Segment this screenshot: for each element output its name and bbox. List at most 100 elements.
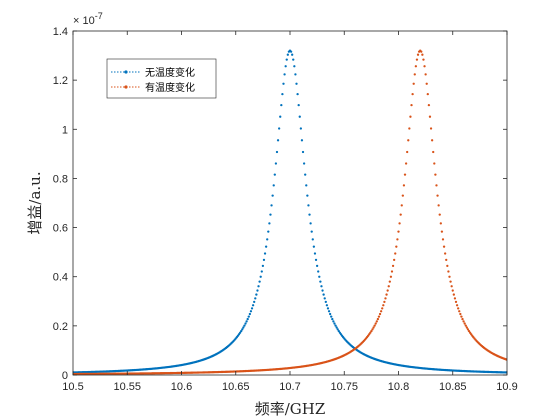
data-point xyxy=(373,324,376,327)
data-point xyxy=(246,317,249,321)
series-1 xyxy=(73,49,507,375)
data-point xyxy=(428,115,432,118)
y-axis-label: 增益/a.u. xyxy=(26,171,44,234)
data-point xyxy=(442,245,446,248)
data-point xyxy=(387,285,390,288)
data-point xyxy=(309,222,312,225)
data-point xyxy=(247,315,250,318)
data-point xyxy=(327,310,331,313)
data-point xyxy=(334,324,337,327)
data-point xyxy=(459,312,462,316)
data-point xyxy=(432,150,435,154)
data-point xyxy=(276,139,280,142)
data-point xyxy=(390,270,394,273)
data-point xyxy=(384,297,387,300)
y-tick-label: 1.4 xyxy=(53,26,68,38)
data-point xyxy=(268,222,271,225)
data-point xyxy=(465,326,468,329)
data-point xyxy=(294,73,297,76)
data-point xyxy=(279,115,282,118)
y-tick-label: 0 xyxy=(62,370,68,382)
data-point xyxy=(385,293,388,296)
data-point xyxy=(271,194,274,197)
data-point xyxy=(445,258,448,262)
data-point xyxy=(389,275,393,278)
data-point xyxy=(261,264,265,268)
x-tick-label: 10.6 xyxy=(171,381,192,393)
data-point xyxy=(386,289,389,292)
data-point xyxy=(243,324,246,327)
data-point xyxy=(444,252,447,255)
data-point xyxy=(300,139,304,142)
data-point xyxy=(295,82,298,85)
data-point xyxy=(374,322,377,325)
data-point xyxy=(407,139,410,142)
data-point xyxy=(260,270,263,273)
data-point xyxy=(280,104,283,107)
data-point xyxy=(383,300,386,304)
data-point xyxy=(305,184,308,187)
data-point xyxy=(256,289,259,292)
data-point xyxy=(240,329,243,333)
x-tick-label: 10.8 xyxy=(388,381,409,393)
data-point xyxy=(455,304,459,307)
data-point xyxy=(378,312,382,316)
x-tick-label: 10.5 xyxy=(62,381,83,393)
y-exponent-label: × 10-7 xyxy=(73,11,103,27)
data-point xyxy=(318,275,321,278)
data-point xyxy=(317,270,320,273)
data-point xyxy=(420,50,423,53)
legend-marker-1 xyxy=(124,85,128,89)
data-point xyxy=(426,92,429,96)
data-point xyxy=(421,53,424,56)
data-point xyxy=(458,310,461,313)
data-point xyxy=(313,252,317,255)
data-point xyxy=(264,245,268,248)
data-point xyxy=(238,331,242,334)
x-axis-label: 频率/GHZ xyxy=(255,400,326,418)
data-point xyxy=(424,73,427,76)
data-point xyxy=(272,184,275,187)
y-tick-label: 1 xyxy=(62,124,68,136)
data-point xyxy=(406,150,409,154)
data-point xyxy=(463,322,466,325)
data-point xyxy=(258,280,261,283)
data-point xyxy=(292,58,295,61)
data-point xyxy=(282,82,285,85)
data-point xyxy=(306,194,309,197)
data-point xyxy=(337,329,340,333)
x-tick-label: 10.9 xyxy=(496,381,517,393)
data-point xyxy=(441,238,445,241)
data-point xyxy=(382,304,385,307)
y-tick-label: 0.8 xyxy=(53,173,68,185)
data-point xyxy=(281,92,284,96)
data-point xyxy=(416,53,420,56)
data-point xyxy=(314,258,318,262)
data-point xyxy=(425,82,428,85)
data-point xyxy=(399,213,402,216)
data-point xyxy=(400,204,403,207)
data-point xyxy=(259,275,262,278)
data-point xyxy=(395,245,398,248)
data-point xyxy=(312,245,316,248)
data-point xyxy=(326,307,330,310)
data-point xyxy=(320,285,323,288)
data-point xyxy=(452,293,455,296)
data-point xyxy=(438,213,441,216)
x-tick-label: 10.75 xyxy=(330,381,358,393)
data-point xyxy=(319,280,322,283)
data-point xyxy=(396,238,399,241)
data-point xyxy=(397,230,400,233)
data-point xyxy=(402,184,406,187)
data-point xyxy=(241,328,244,331)
x-tick-label: 10.65 xyxy=(222,381,250,393)
data-point xyxy=(283,73,286,76)
data-point xyxy=(333,322,336,325)
legend-label-0: 无温度变化 xyxy=(145,66,195,79)
data-point xyxy=(461,317,464,321)
data-point xyxy=(434,173,437,176)
legend-box xyxy=(106,58,217,99)
y-tick-label: 0.6 xyxy=(53,223,68,235)
data-point xyxy=(332,320,335,323)
